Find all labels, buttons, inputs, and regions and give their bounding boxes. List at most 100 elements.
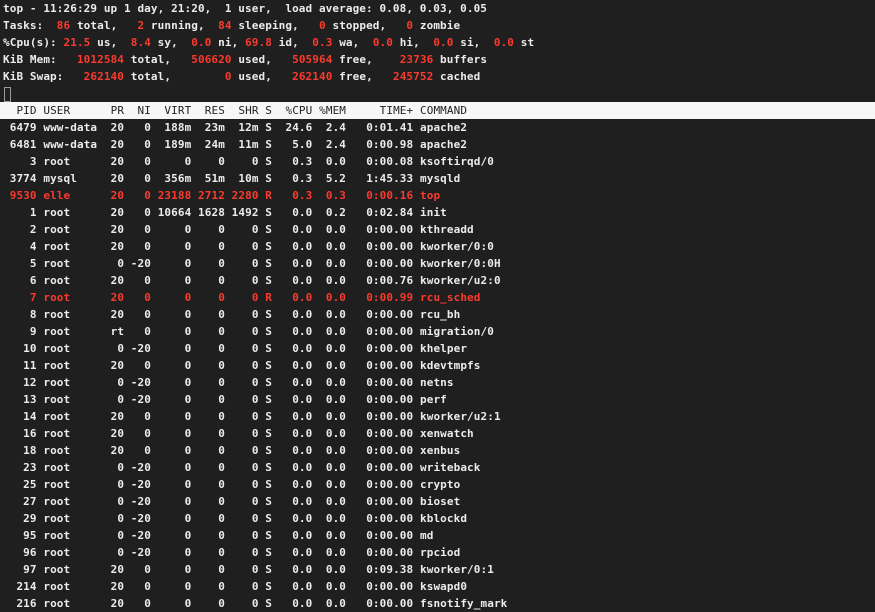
summary-value: 262140 (292, 70, 333, 83)
cell-s: S (265, 138, 273, 151)
cell-command: netns (420, 376, 454, 389)
cell-time: 0:00.00 (352, 427, 414, 440)
cell-res: 0 (198, 427, 225, 440)
cell-cpu: 0.0 (278, 512, 313, 525)
summary-value: 0 (406, 19, 414, 32)
cell-virt: 0 (157, 342, 192, 355)
summary-label: zombie (413, 19, 461, 32)
column-header-mem: %MEM (319, 104, 347, 117)
cell-shr: 0 (231, 155, 259, 168)
summary-value: 0.0 (372, 36, 393, 49)
cell-pr: 20 (103, 155, 125, 168)
cell-user: root (43, 529, 98, 542)
cell-shr: 1492 (231, 206, 259, 219)
cell-ni: -20 (130, 376, 151, 389)
cell-mem: 0.0 (319, 240, 347, 253)
summary-value: 0.0 (493, 36, 515, 49)
cell-command: xenbus (420, 444, 461, 457)
cell-shr: 0 (231, 308, 259, 321)
cell-virt: 0 (157, 291, 192, 304)
process-row: 16 root 20 0 0 0 0 S 0.0 0.0 0:00.00 xen… (0, 425, 875, 442)
cell-shr: 0 (231, 546, 259, 559)
cell-pid: 18 (3, 444, 37, 457)
cell-pr: 20 (103, 121, 125, 134)
cell-user: root (43, 546, 98, 559)
cell-ni: 0 (130, 308, 151, 321)
cell-cpu: 0.0 (278, 376, 313, 389)
cell-time: 0:01.41 (352, 121, 414, 134)
cell-s: S (265, 206, 273, 219)
cell-command: kworker/0:1 (420, 563, 494, 576)
cell-res: 0 (198, 308, 225, 321)
cell-shr: 0 (231, 495, 259, 508)
summary-label: st (514, 36, 535, 49)
cell-user: root (43, 580, 98, 593)
cell-shr: 10m (231, 172, 259, 185)
cell-shr: 0 (231, 529, 259, 542)
cell-pr: 0 (103, 512, 125, 525)
cell-user: root (43, 291, 98, 304)
summary-label: Tasks: (3, 19, 51, 32)
cell-s: S (265, 223, 273, 236)
cell-shr: 0 (231, 427, 259, 440)
cell-shr: 0 (231, 359, 259, 372)
column-header-cpu: %CPU (278, 104, 313, 117)
cell-pr: 20 (103, 291, 125, 304)
summary-value: 0.0 (191, 36, 212, 49)
cell-s: S (265, 359, 273, 372)
cell-ni: 0 (130, 138, 151, 151)
command-prompt-line[interactable] (0, 85, 875, 102)
cell-time: 0:00.00 (352, 240, 414, 253)
column-header-virt: VIRT (157, 104, 192, 117)
cell-time: 0:02.84 (352, 206, 414, 219)
summary-label: stopped, (325, 19, 407, 32)
cell-mem: 0.0 (319, 393, 347, 406)
cell-virt: 0 (157, 359, 192, 372)
cell-res: 0 (198, 529, 225, 542)
cell-pr: 20 (103, 359, 125, 372)
cell-cpu: 0.0 (278, 274, 313, 287)
cell-shr: 0 (231, 257, 259, 270)
cell-user: root (43, 274, 98, 287)
cell-pr: 0 (103, 546, 125, 559)
summary-label: KiB Mem: (3, 53, 77, 66)
cell-virt: 0 (157, 257, 192, 270)
cell-mem: 0.0 (319, 444, 347, 457)
cell-ni: 0 (130, 291, 151, 304)
cell-pid: 14 (3, 410, 37, 423)
summary-label: free, (332, 70, 393, 83)
summary-label: ni, (211, 36, 246, 49)
cell-s: S (265, 495, 273, 508)
cell-res: 0 (198, 478, 225, 491)
cell-pr: 20 (103, 138, 125, 151)
cell-res: 0 (198, 155, 225, 168)
cell-virt: 0 (157, 308, 192, 321)
cell-command: khelper (420, 342, 468, 355)
cell-res: 0 (198, 274, 225, 287)
process-row: 216 root 20 0 0 0 0 S 0.0 0.0 0:00.00 fs… (0, 595, 875, 612)
cell-cpu: 0.0 (278, 257, 313, 270)
cell-pr: 20 (103, 410, 125, 423)
cell-pr: 0 (103, 376, 125, 389)
process-row: 7 root 20 0 0 0 0 R 0.0 0.0 0:00.99 rcu_… (0, 289, 875, 306)
cell-shr: 0 (231, 478, 259, 491)
cell-pid: 214 (3, 580, 37, 593)
cell-cpu: 0.0 (278, 427, 313, 440)
summary-value: 84 (218, 19, 232, 32)
cell-mem: 0.0 (319, 512, 347, 525)
cell-pr: 20 (103, 563, 125, 576)
process-row: 3 root 20 0 0 0 0 S 0.3 0.0 0:00.08 ksof… (0, 153, 875, 170)
summary-label: used, (231, 70, 293, 83)
cell-user: root (43, 206, 98, 219)
cell-mem: 0.0 (319, 546, 347, 559)
cell-res: 0 (198, 495, 225, 508)
cell-mem: 5.2 (319, 172, 347, 185)
cell-command: kworker/0:0 (420, 240, 494, 253)
cell-pr: 20 (103, 206, 125, 219)
cell-mem: 0.0 (319, 359, 347, 372)
process-row: 4 root 20 0 0 0 0 S 0.0 0.0 0:00.00 kwor… (0, 238, 875, 255)
cell-s: S (265, 410, 273, 423)
summary-label: sy, (150, 36, 192, 49)
summary-label: total, (70, 19, 138, 32)
